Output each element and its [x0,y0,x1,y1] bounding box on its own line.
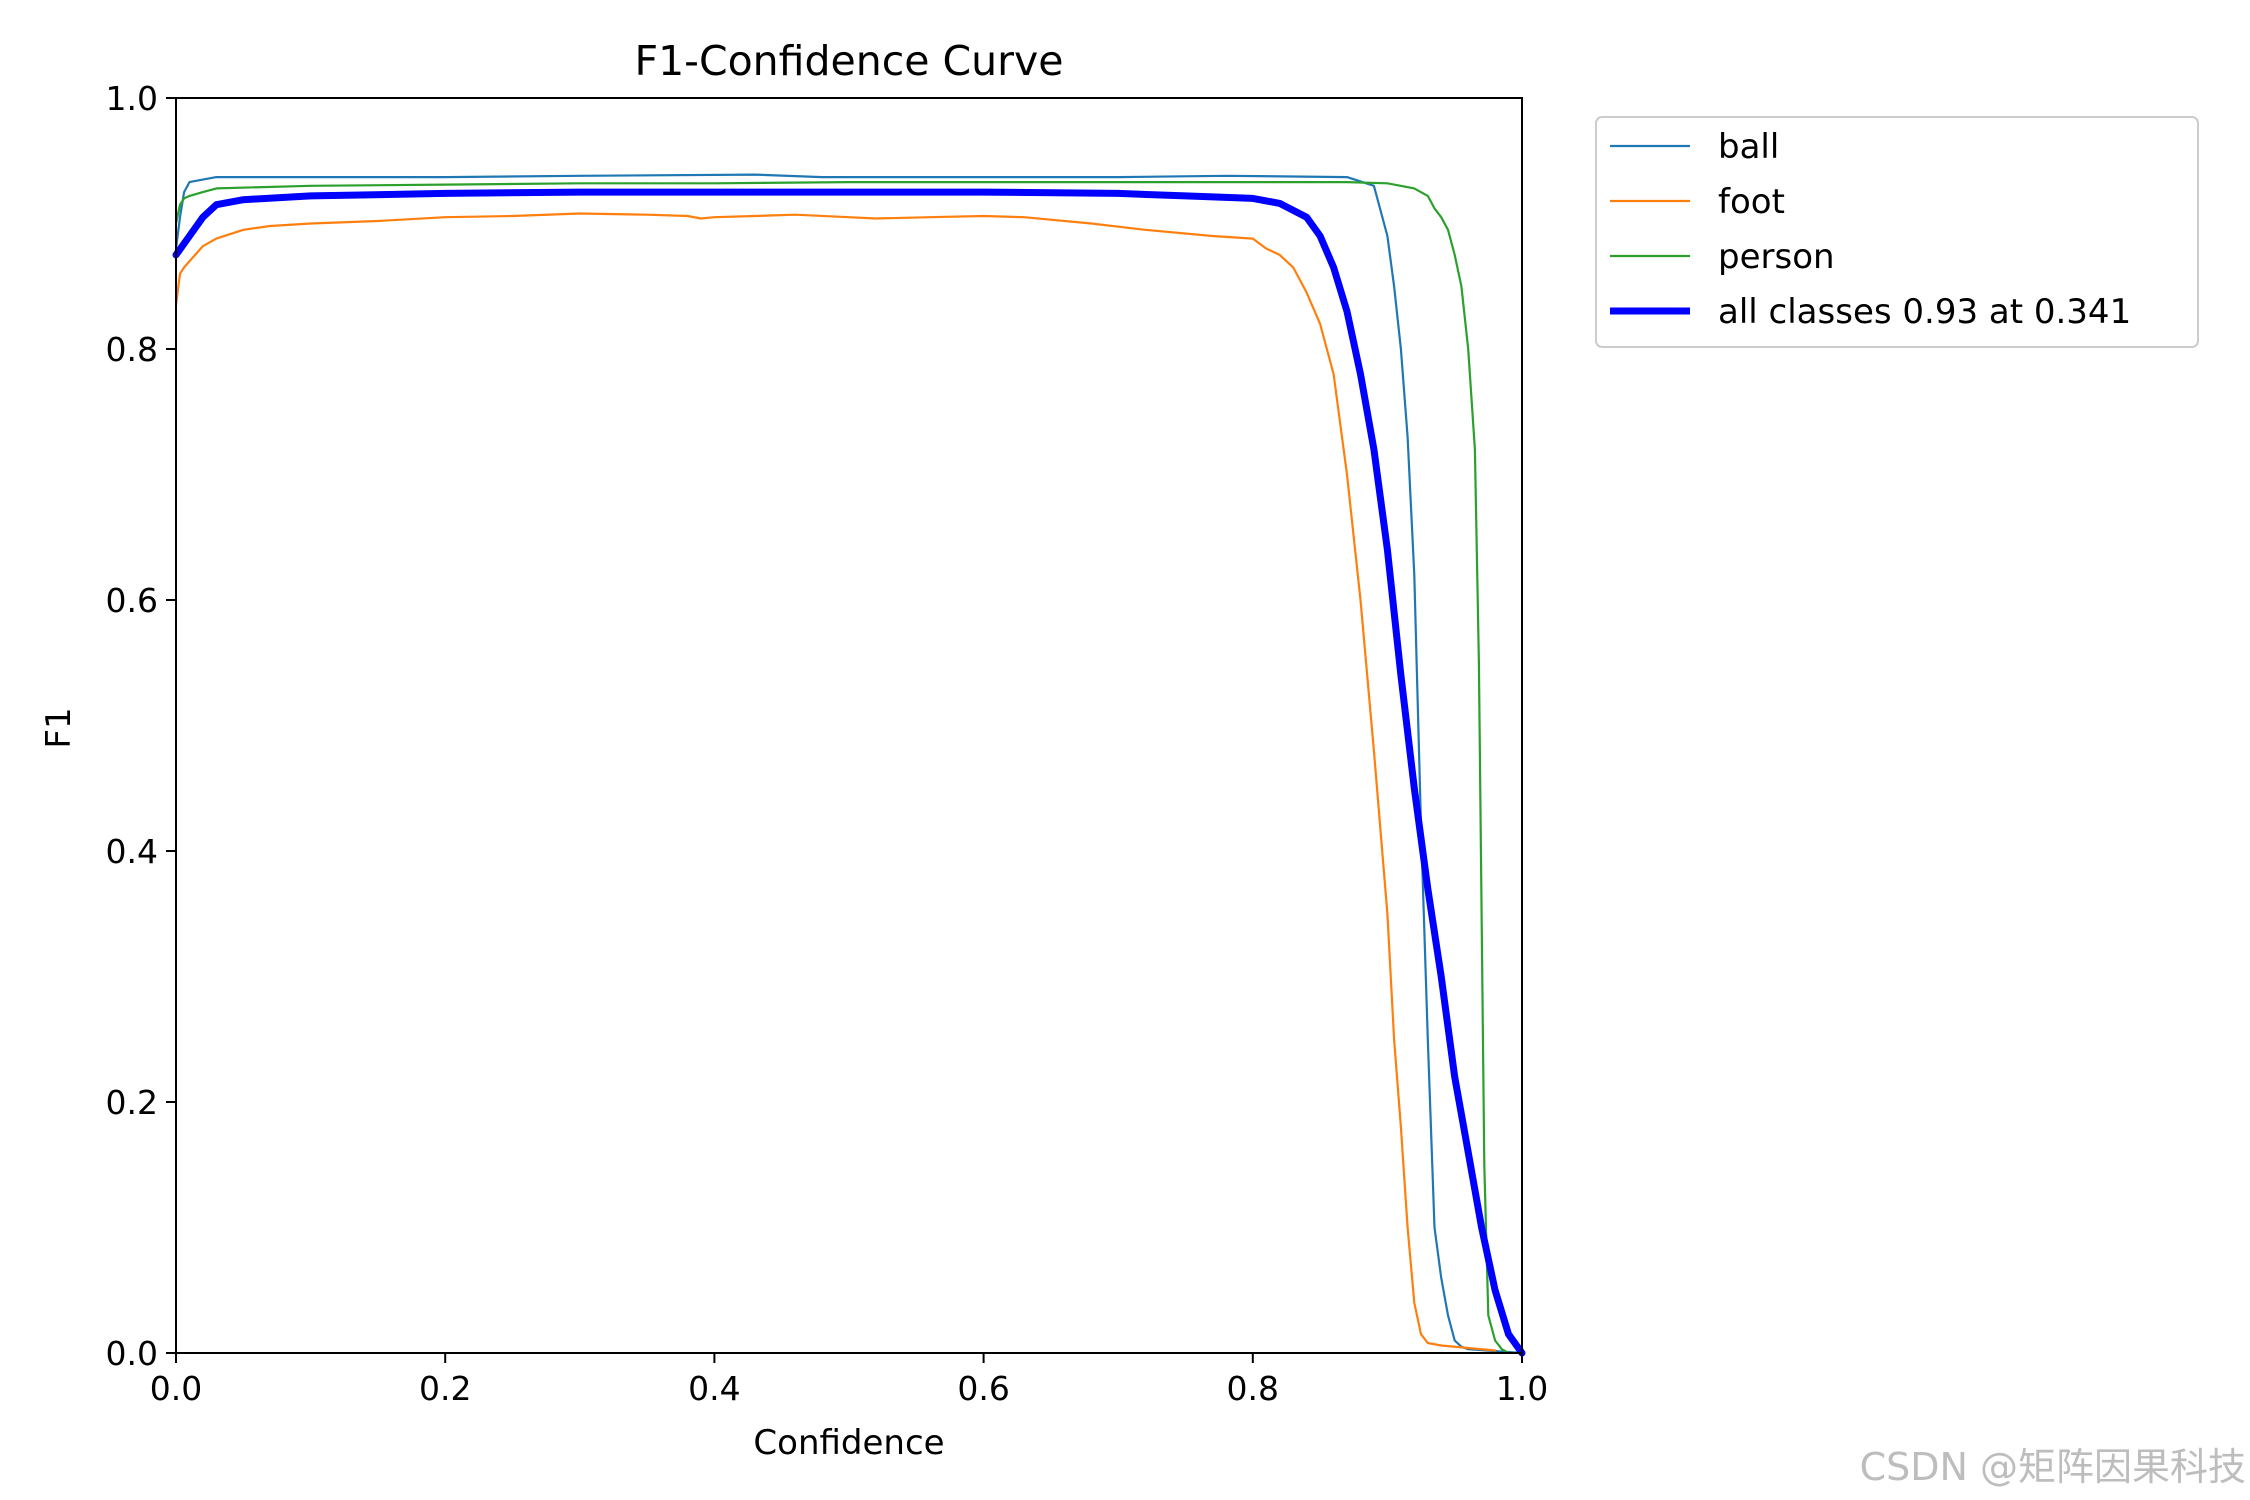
legend-label-foot: foot [1718,182,1785,222]
legend-box [1595,116,2199,348]
x-tick-label: 1.0 [1496,1369,1548,1408]
y-tick-label: 0.6 [106,581,158,620]
x-tick-label: 0.8 [1227,1369,1279,1408]
x-axis-ticks: 0.0 0.2 0.4 0.6 0.8 1.0 [150,1353,1548,1408]
y-tick-label: 0.8 [106,330,158,369]
y-tick-label: 0.0 [106,1334,158,1373]
watermark: CSDN @矩阵因果科技 [1860,1445,2246,1489]
legend-label-ball: ball [1718,127,1779,167]
y-axis-label: F1 [39,707,79,748]
chart-title: F1-Confidence Curve [635,37,1064,85]
legend-label-all: all classes 0.93 at 0.341 [1718,292,2131,332]
plot-lines [172,173,1526,1357]
legend: ball foot person all classes 0.93 at 0.341 [1595,116,2199,348]
series-line-ball [174,173,1524,1355]
x-axis-label: Confidence [753,1423,944,1463]
legend-label-person: person [1718,237,1835,277]
x-tick-label: 0.2 [419,1369,471,1408]
x-tick-label: 0.6 [957,1369,1009,1408]
series-line-foot [174,212,1497,1352]
y-tick-label: 0.2 [106,1083,158,1122]
y-axis-ticks: 0.0 0.2 0.4 0.6 0.8 1.0 [106,79,176,1373]
x-tick-label: 0.4 [688,1369,740,1408]
series-line-all [172,188,1526,1357]
y-tick-label: 1.0 [106,79,158,118]
x-tick-label: 0.0 [150,1369,202,1408]
plot-frame [175,97,1523,1354]
series-line-person [174,181,1510,1355]
y-tick-label: 0.4 [106,832,158,871]
